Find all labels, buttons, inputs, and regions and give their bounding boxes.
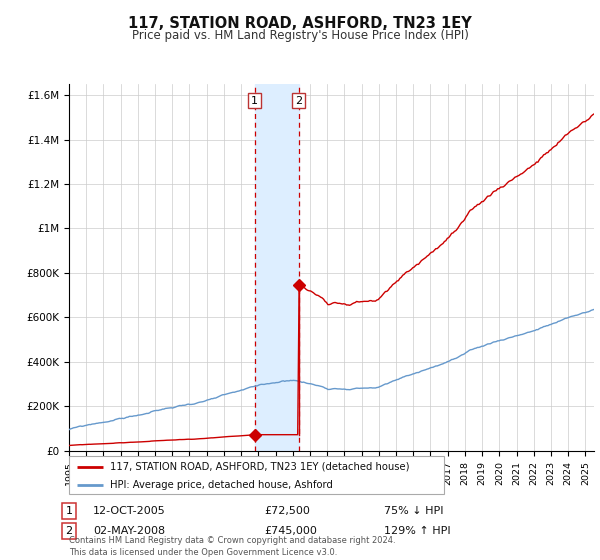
Text: 117, STATION ROAD, ASHFORD, TN23 1EY: 117, STATION ROAD, ASHFORD, TN23 1EY (128, 16, 472, 31)
Text: 117, STATION ROAD, ASHFORD, TN23 1EY (detached house): 117, STATION ROAD, ASHFORD, TN23 1EY (de… (110, 461, 410, 472)
Text: 2: 2 (65, 526, 73, 536)
Text: 1: 1 (65, 506, 73, 516)
Text: 2: 2 (295, 96, 302, 105)
FancyBboxPatch shape (69, 456, 444, 494)
Text: 02-MAY-2008: 02-MAY-2008 (93, 526, 165, 536)
Text: 1: 1 (251, 96, 258, 105)
Text: £72,500: £72,500 (264, 506, 310, 516)
Text: 75% ↓ HPI: 75% ↓ HPI (384, 506, 443, 516)
Text: £745,000: £745,000 (264, 526, 317, 536)
Text: 12-OCT-2005: 12-OCT-2005 (93, 506, 166, 516)
Text: HPI: Average price, detached house, Ashford: HPI: Average price, detached house, Ashf… (110, 480, 333, 490)
Bar (255, 84, 299, 451)
Text: 129% ↑ HPI: 129% ↑ HPI (384, 526, 451, 536)
Text: Contains HM Land Registry data © Crown copyright and database right 2024.
This d: Contains HM Land Registry data © Crown c… (69, 536, 395, 557)
Text: Price paid vs. HM Land Registry's House Price Index (HPI): Price paid vs. HM Land Registry's House … (131, 29, 469, 42)
